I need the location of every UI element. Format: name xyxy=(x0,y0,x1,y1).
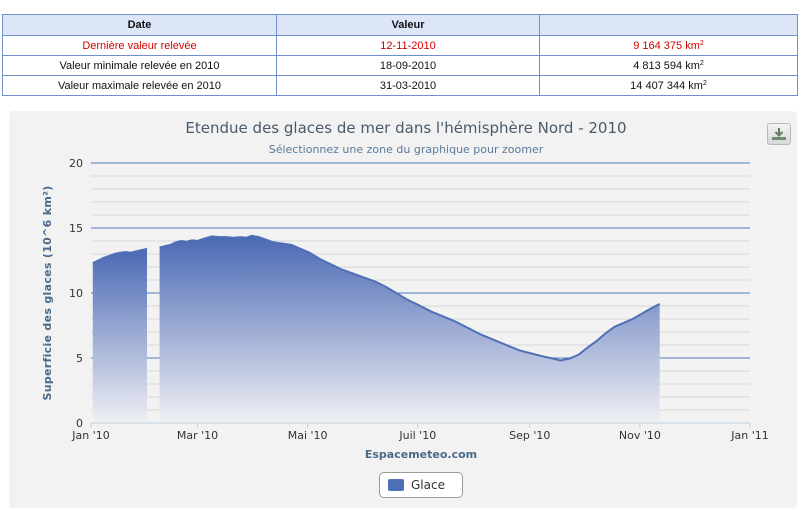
header-date: Date xyxy=(2,14,277,36)
header-valeur: Valeur xyxy=(276,14,540,36)
chart-title: Etendue des glaces de mer dans l'hémisph… xyxy=(185,119,626,137)
series-line-glace xyxy=(92,247,148,265)
y-tick-label: 5 xyxy=(76,352,83,365)
x-tick-label: Nov '10 xyxy=(619,429,661,442)
export-button[interactable] xyxy=(767,123,791,145)
y-tick-label: 0 xyxy=(76,417,83,430)
row-value-text: 4 813 594 km xyxy=(633,59,700,72)
plot-area[interactable] xyxy=(92,234,661,423)
unit-superscript: 2 xyxy=(699,39,704,47)
chart-credit[interactable]: Espacemeteo.com xyxy=(365,448,477,461)
x-tick-label: Jan '11 xyxy=(730,429,768,442)
legend-swatch xyxy=(388,479,404,491)
y-tick-label: 20 xyxy=(69,157,83,170)
download-icon xyxy=(772,128,786,140)
row-date: 31-03-2010 xyxy=(276,75,540,96)
row-value: 14 407 344 km2 xyxy=(539,75,798,96)
x-tick-label: Mai '10 xyxy=(288,429,328,442)
series-line-glace xyxy=(159,234,661,362)
row-value-text: 9 164 375 km xyxy=(633,39,700,52)
y-tick-label: 10 xyxy=(69,287,83,300)
row-label: Valeur maximale relevée en 2010 xyxy=(2,75,277,96)
legend-item-glace[interactable]: Glace xyxy=(379,472,463,498)
unit-superscript: 2 xyxy=(702,79,707,87)
row-value: 4 813 594 km2 xyxy=(539,55,798,76)
y-axis: 0 5 10 15 20 xyxy=(69,157,83,430)
x-tick-label: Mar '10 xyxy=(177,429,218,442)
summary-table: Date Valeur Dernière valeur relevée 12-1… xyxy=(2,14,798,96)
x-tick-label: Jan '10 xyxy=(71,429,109,442)
y-tick-label: 15 xyxy=(69,222,83,235)
table-header-row: Date Valeur xyxy=(2,14,798,36)
x-tick-label: Sep '10 xyxy=(509,429,550,442)
x-tick-label: Juil '10 xyxy=(398,429,436,442)
table-row: Valeur minimale relevée en 2010 18-09-20… xyxy=(2,55,798,76)
row-value-text: 14 407 344 km xyxy=(630,79,703,92)
area-fill xyxy=(159,235,660,423)
area-fill xyxy=(92,248,147,423)
legend-label: Glace xyxy=(411,478,445,492)
x-axis: Jan '10 Mar '10 Mai '10 Juil '10 Sep '10 Nov … xyxy=(71,422,769,442)
table-row: Valeur maximale relevée en 2010 31-03-20… xyxy=(2,75,798,96)
unit-superscript: 2 xyxy=(699,59,704,67)
chart-subtitle: Sélectionnez une zone du graphique pour … xyxy=(269,143,544,156)
y-axis-label: Superficie des glaces (10^6 km²) xyxy=(41,185,54,400)
header-empty xyxy=(539,14,798,36)
